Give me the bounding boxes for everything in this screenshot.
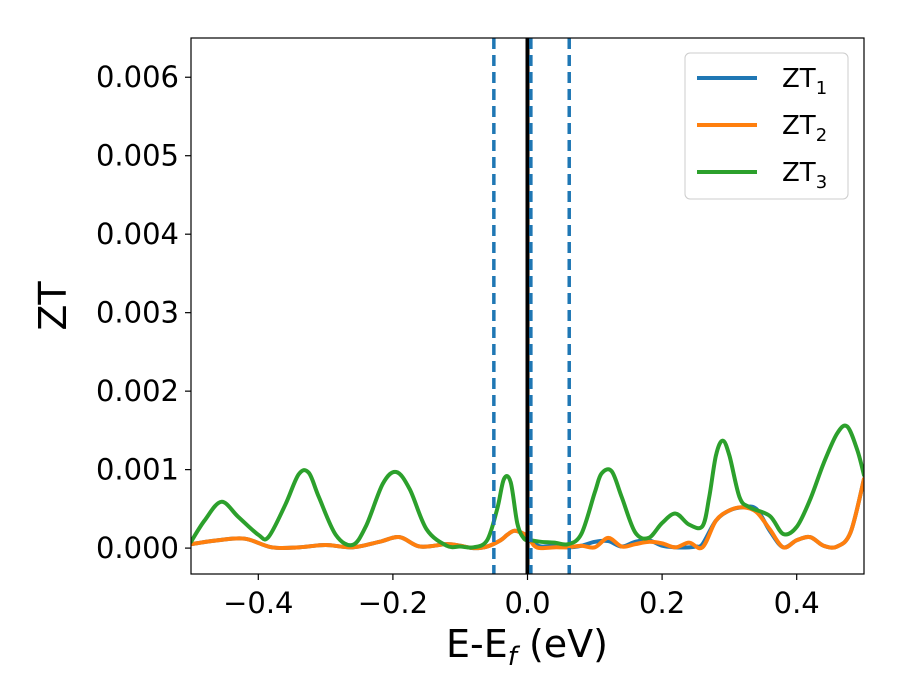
y-tick-label: 0.001 (96, 453, 179, 487)
x-tick-label: 0.4 (774, 586, 820, 620)
series-line-zt3 (191, 423, 864, 550)
x-axis-title: E-Ef (eV) (446, 622, 608, 672)
y-tick-label: 0.000 (96, 531, 179, 565)
x-tick-label: −0.4 (223, 586, 293, 620)
y-tick-label: 0.002 (96, 374, 179, 408)
y-tick-label: 0.006 (96, 60, 179, 94)
legend-label: ZT1 (782, 64, 827, 99)
vline-layer (492, 38, 571, 574)
y-tick-label: 0.005 (96, 139, 179, 173)
x-tick-label: 0.0 (504, 586, 550, 620)
legend-label: ZT3 (782, 158, 827, 193)
legend: ZT1 ZT2 ZT3 (684, 52, 849, 200)
y-tick-label: 0.004 (96, 217, 179, 251)
x-tick-label: 0.2 (639, 586, 685, 620)
legend-box (684, 52, 849, 200)
series-line-zt2 (191, 477, 864, 551)
y-axis-title: ZT (31, 281, 75, 331)
x-axis-ticks: −0.4 −0.2 0.0 0.2 0.4 (223, 574, 820, 620)
y-tick-label: 0.003 (96, 296, 179, 330)
legend-label: ZT2 (782, 111, 827, 146)
x-tick-label: −0.2 (358, 586, 428, 620)
y-axis-ticks: 0.000 0.001 0.002 0.003 0.004 0.005 0.006 (96, 60, 191, 565)
series-layer (191, 423, 864, 551)
